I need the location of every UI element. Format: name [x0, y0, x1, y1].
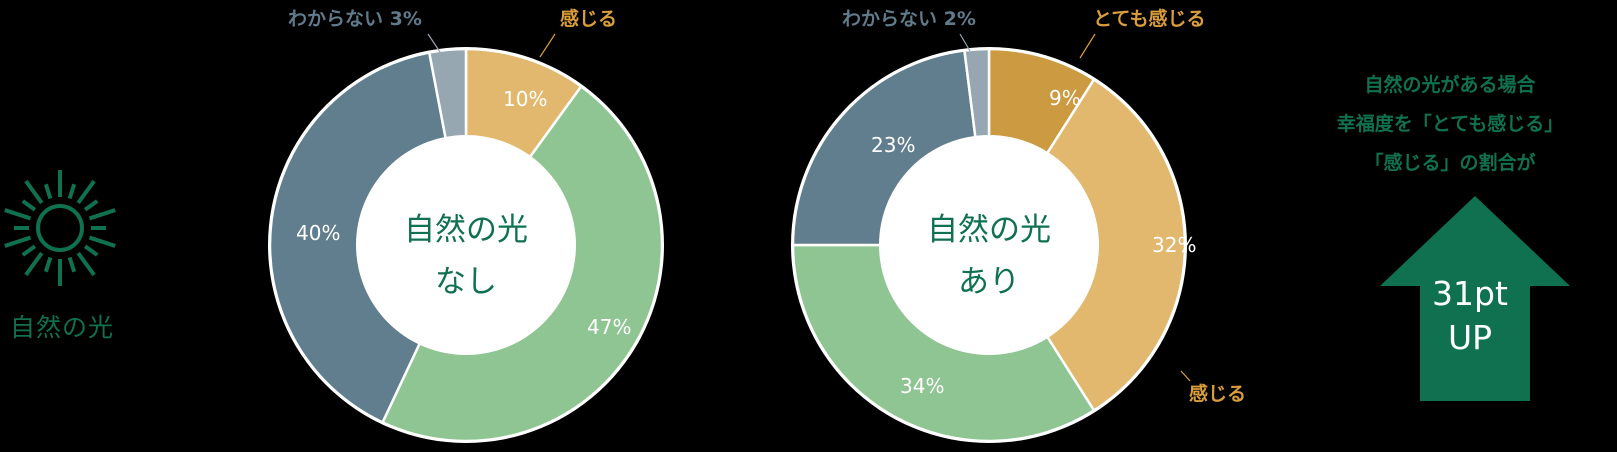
value-40: 40% [296, 221, 341, 245]
summary-text: 自然の光がある場合 幸福度を「とても感じる」 「感じる」の割合が [1300, 66, 1600, 183]
value-32: 32% [1152, 233, 1197, 257]
summary-line-3: 「感じる」の割合が [1364, 152, 1536, 174]
sun-icon [4, 170, 116, 286]
center-line-1: 自然の光 [927, 212, 1051, 248]
arrow-label: 31pt UP [1410, 272, 1530, 360]
center-text-2: 自然の光 あり [909, 204, 1069, 308]
summary-line-2: 幸福度を「とても感じる」 [1336, 113, 1564, 135]
center-line-2: あり [958, 264, 1020, 300]
summary-line-1: 自然の光がある場合 [1364, 74, 1536, 96]
legend-unknown-1: わからない 3% [288, 8, 422, 30]
up-arrow-icon [1380, 196, 1570, 401]
legend-feel-1: 感じる [560, 8, 618, 30]
sun-icon-block [0, 160, 124, 290]
value-9: 9% [1049, 86, 1081, 110]
arrow-value: 31pt [1432, 274, 1508, 313]
legend-feel-very-2: とても感じる [1093, 8, 1206, 30]
value-10: 10% [503, 87, 548, 111]
value-34: 34% [900, 374, 945, 398]
arrow-unit: UP [1447, 318, 1493, 357]
sun-label: 自然の光 [9, 313, 114, 342]
center-line-1: 自然の光 [404, 212, 528, 248]
center-line-2: なし [435, 264, 497, 300]
value-47: 47% [587, 315, 632, 339]
legend-feel-2: 感じる [1189, 383, 1247, 405]
value-23: 23% [871, 133, 916, 157]
center-text-1: 自然の光 なし [386, 204, 546, 308]
legend-unknown-2: わからない 2% [842, 8, 976, 30]
